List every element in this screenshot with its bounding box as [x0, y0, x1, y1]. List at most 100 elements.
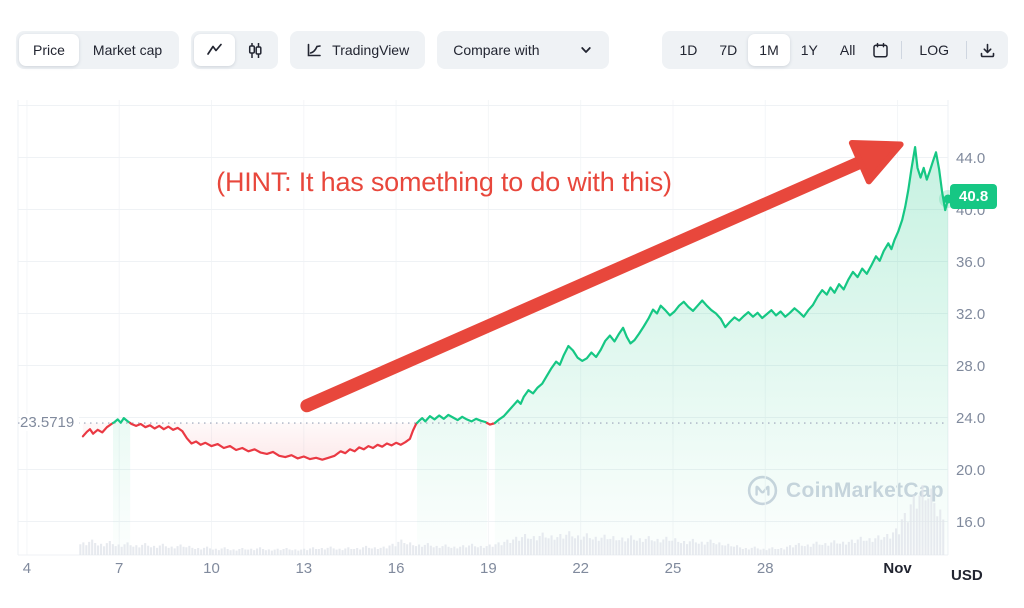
volume-bar — [736, 545, 739, 555]
hint-annotation-text: (HINT: It has something to do with this) — [216, 167, 672, 197]
volume-bar — [535, 540, 538, 555]
volume-bar — [515, 536, 518, 555]
volume-bar — [429, 545, 432, 555]
volume-bar — [485, 546, 488, 555]
volume-bar — [512, 539, 515, 555]
volume-bar — [500, 545, 503, 555]
volume-bar — [350, 549, 353, 555]
volume-bar — [724, 545, 727, 555]
volume-bar — [547, 538, 550, 555]
volume-bar — [553, 539, 556, 555]
chevron-down-icon — [579, 43, 593, 57]
candlestick-chart-type-button[interactable] — [235, 34, 275, 66]
volume-bar — [942, 519, 945, 555]
price-tab[interactable]: Price — [19, 34, 79, 66]
volume-bar — [818, 544, 821, 555]
calendar-button[interactable] — [866, 42, 895, 59]
market-cap-tab[interactable]: Market cap — [79, 34, 176, 66]
x-axis-tick-label: 28 — [757, 560, 774, 577]
volume-bar — [591, 539, 594, 555]
volume-bar — [618, 540, 621, 555]
volume-bar — [721, 545, 724, 555]
volume-bar — [715, 544, 718, 555]
volume-bar — [479, 545, 482, 555]
line-chart-type-button[interactable] — [194, 34, 236, 66]
volume-bar — [683, 541, 686, 555]
volume-bar — [630, 535, 633, 555]
range-button-1d[interactable]: 1D — [668, 34, 708, 66]
volume-bar — [441, 546, 444, 555]
volume-bar — [309, 548, 312, 555]
volume-bar — [103, 546, 106, 555]
volume-bar — [253, 550, 256, 555]
volume-bar — [792, 547, 795, 555]
volume-bar — [188, 545, 191, 555]
volume-bar — [241, 548, 244, 555]
volume-bar — [771, 547, 774, 555]
volume-bar — [347, 547, 350, 555]
volume-bar — [214, 548, 217, 555]
volume-bar — [886, 534, 889, 555]
y-axis-tick-label: 44.0 — [956, 150, 985, 167]
download-button[interactable] — [973, 42, 1002, 59]
volume-bar — [126, 542, 129, 555]
volume-bar — [797, 543, 800, 555]
volume-bar — [238, 549, 241, 555]
volume-bar — [344, 548, 347, 555]
volume-bar — [365, 545, 368, 555]
price-line-segment — [111, 417, 132, 425]
volume-bar — [300, 549, 303, 555]
volume-bar — [674, 538, 677, 555]
volume-bar — [144, 543, 147, 555]
volume-bar — [397, 541, 400, 555]
price-area-fill — [130, 423, 417, 460]
volume-bar — [812, 543, 815, 555]
volume-bar — [167, 547, 170, 555]
volume-bar — [462, 545, 465, 555]
y-axis-tick-label: 20.0 — [956, 462, 985, 479]
volume-bar — [895, 528, 898, 555]
volume-bar — [158, 545, 161, 555]
volume-bar — [609, 538, 612, 555]
tradingview-button[interactable]: TradingView — [290, 31, 426, 69]
volume-bar — [465, 547, 468, 555]
volume-bar — [288, 549, 291, 555]
range-button-7d[interactable]: 7D — [708, 34, 748, 66]
volume-bar — [79, 544, 82, 555]
candlestick-icon — [247, 42, 263, 59]
volume-bar — [232, 549, 235, 555]
volume-bar — [197, 548, 200, 555]
volume-bar — [789, 545, 792, 555]
volume-bar — [582, 536, 585, 555]
volume-bar — [647, 536, 650, 555]
volume-bar — [476, 547, 479, 555]
log-scale-button[interactable]: LOG — [908, 34, 960, 66]
volume-bar — [644, 538, 647, 555]
volume-bar — [833, 540, 836, 555]
compare-with-label: Compare with — [453, 42, 540, 58]
volume-bar — [138, 547, 141, 555]
volume-bar — [108, 541, 111, 555]
volume-bar — [921, 485, 924, 555]
range-button-all[interactable]: All — [829, 34, 867, 66]
volume-bar — [156, 547, 159, 555]
range-button-1y[interactable]: 1Y — [790, 34, 829, 66]
volume-bar — [182, 546, 185, 555]
price-line-segment — [415, 413, 489, 425]
volume-bar — [709, 539, 712, 555]
volume-bar — [606, 539, 609, 555]
x-axis-tick-label: 16 — [388, 560, 405, 577]
range-button-1m[interactable]: 1M — [748, 34, 790, 66]
volume-bar — [423, 544, 426, 555]
calendar-icon — [872, 42, 889, 59]
volume-bar — [373, 547, 376, 555]
volume-bar — [153, 545, 156, 555]
compare-with-dropdown[interactable]: Compare with — [437, 31, 610, 69]
volume-bars — [79, 485, 945, 556]
chart-toolbar: Price Market cap — [16, 31, 1008, 69]
volume-bar — [668, 540, 671, 555]
volume-bar — [450, 547, 453, 555]
volume-bar — [391, 543, 394, 555]
volume-bar — [585, 533, 588, 555]
